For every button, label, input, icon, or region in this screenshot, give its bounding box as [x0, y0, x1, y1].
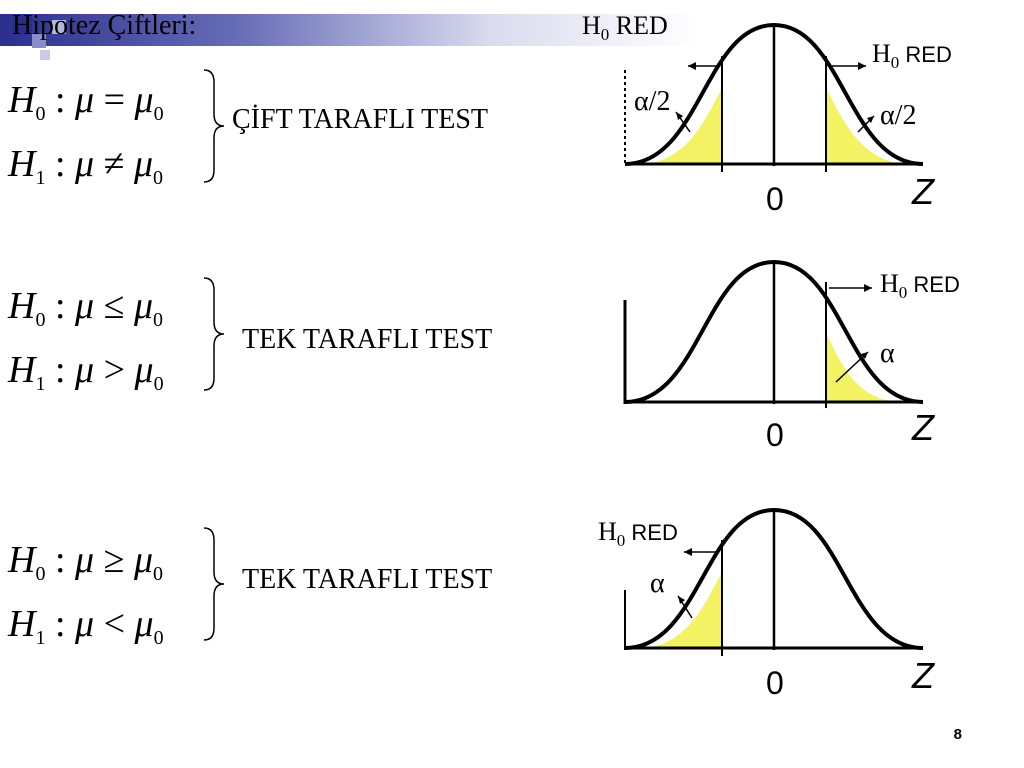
slide-title: Hipotez Çiftleri:: [12, 10, 197, 41]
test-label-1: ÇİFT TARAFLI TEST: [232, 104, 489, 135]
diagram-right-tailed: H0 RED α 0 Z: [623, 259, 960, 453]
h1-equation-2: H1 : μ > μ0: [8, 349, 164, 395]
h0-red-right: H0 RED: [872, 39, 952, 72]
zero-label: 0: [766, 181, 784, 217]
title-square-small: [40, 50, 50, 60]
left-tail-shade: [648, 88, 722, 164]
page-number: 8: [953, 726, 962, 743]
h0-red-top: H0 RED: [582, 11, 668, 44]
title-bar: [0, 14, 700, 46]
right-tail-shade: [826, 88, 900, 164]
z-label: Z: [911, 655, 935, 696]
h0-equation-1: H0 : μ = μ0: [8, 79, 164, 125]
alpha-label: α: [650, 568, 665, 599]
title-square-light: [32, 34, 46, 48]
test-label-2: TEK TARAFLI TEST: [242, 324, 493, 355]
test-label-3: TEK TARAFLI TEST: [242, 564, 493, 595]
zero-label: 0: [766, 417, 784, 453]
brace-1: [203, 69, 225, 183]
h0-red-right: H0 RED: [880, 269, 960, 302]
alpha-arrow: [835, 351, 869, 383]
h1-equation-1: H1 : μ ≠ μ0: [8, 143, 164, 189]
h0-red-left: H0 RED: [598, 517, 678, 550]
h1-equation-3: H1 : μ < μ0: [8, 603, 164, 649]
h0-equation-3: H0 : μ ≥ μ0: [8, 539, 164, 585]
title-square-dark: [12, 14, 32, 34]
z-label: Z: [911, 407, 935, 448]
h0-equation-2: H0 : μ ≤ μ0: [8, 285, 164, 331]
left-tail-shade: [648, 572, 722, 648]
zero-label: 0: [766, 665, 784, 701]
alpha-half-right: α/2: [880, 100, 916, 131]
brace-3: [203, 527, 225, 641]
z-label: Z: [911, 171, 935, 212]
right-tail-shade: [826, 333, 900, 402]
title-square-mid: [52, 20, 66, 34]
alpha-label: α: [880, 338, 895, 369]
diagram-two-tailed: H0 RED H0 RED α/2 α/2 0 Z: [582, 11, 952, 217]
brace-2: [203, 277, 225, 391]
diagram-left-tailed: H0 RED α 0 Z: [598, 507, 935, 701]
alpha-half-left: α/2: [634, 86, 670, 117]
